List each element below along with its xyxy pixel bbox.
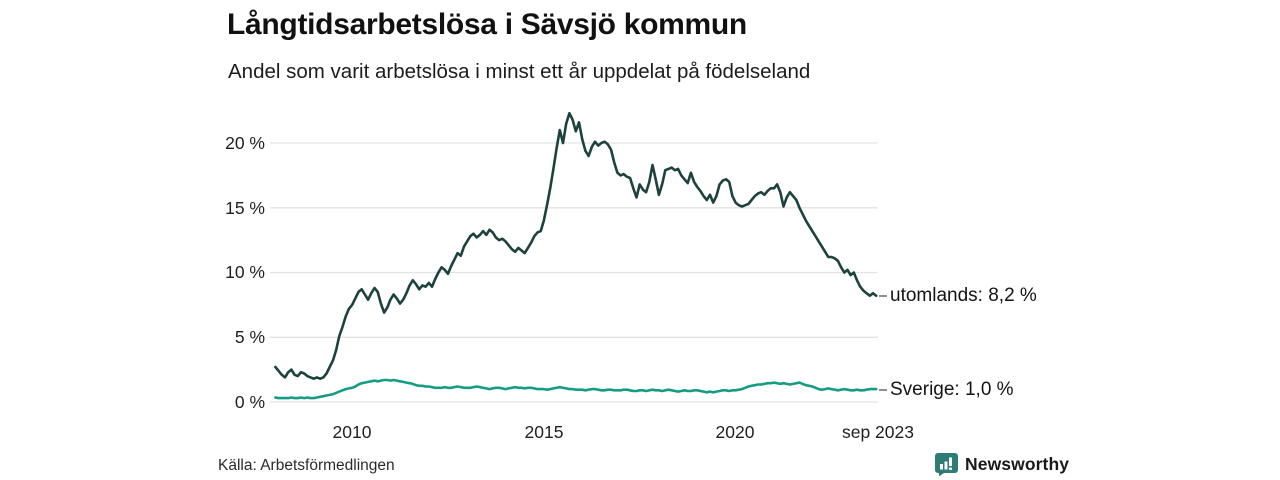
utomlands-line-label: utomlands: 8,2 % — [890, 285, 1037, 306]
x-tick-2015: 2015 — [524, 422, 564, 442]
sverige-label-dash — [879, 389, 887, 391]
x-tick-2010: 2010 — [332, 422, 372, 442]
y-tick-20: 20 % — [225, 133, 265, 153]
sverige-line-label: Sverige: 1,0 % — [890, 379, 1014, 400]
chart-title: Långtidsarbetslösa i Sävsjö kommun — [227, 8, 747, 41]
y-tick-5: 5 % — [234, 327, 265, 347]
source-note: Källa: Arbetsförmedlingen — [218, 457, 395, 474]
y-tick-0: 0 % — [234, 392, 265, 412]
newsworthy-bar-chart-icon — [935, 452, 958, 476]
newsworthy-logo: Newsworthy — [935, 451, 1069, 477]
x-tick-2020: 2020 — [715, 422, 755, 442]
x-tick-sep-2023: sep 2023 — [841, 422, 914, 442]
utomlands-label-dash — [879, 295, 887, 297]
chart-subtitle: Andel som varit arbetslösa i minst ett å… — [228, 60, 811, 83]
newsworthy-wordmark: Newsworthy — [965, 453, 1070, 474]
y-tick-15: 15 % — [225, 198, 265, 218]
y-tick-10: 10 % — [225, 262, 265, 282]
